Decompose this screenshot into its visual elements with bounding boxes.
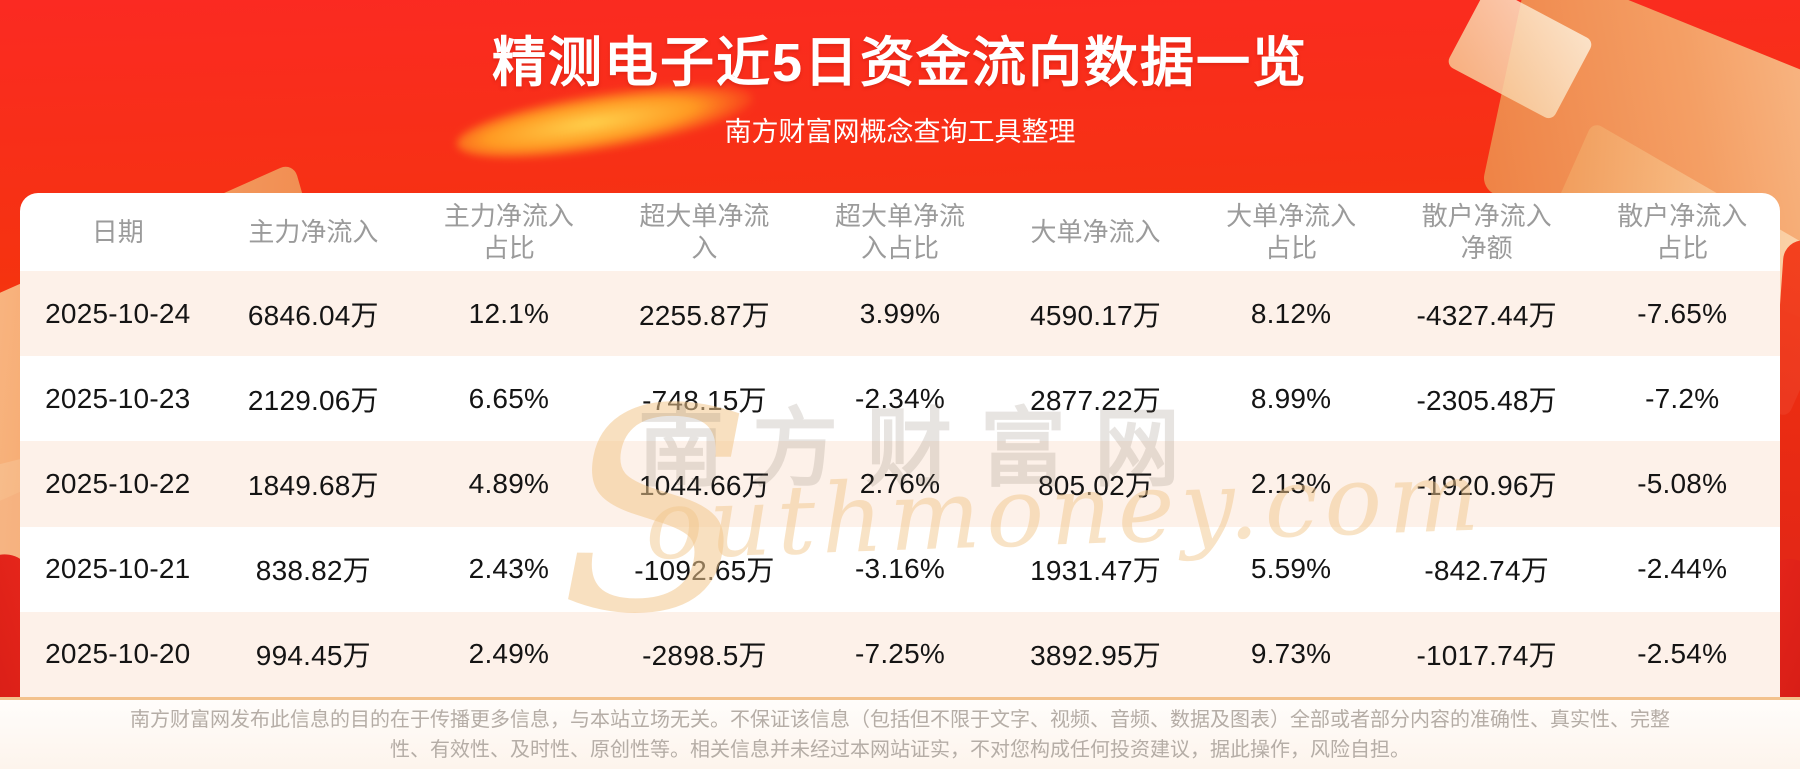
table-body: 2025-10-24 6846.04万 12.1% 2255.87万 3.99% 4590…: [20, 271, 1780, 697]
value-cell: 8.12%: [1250, 297, 1332, 329]
value-cell: -842.74万: [1424, 555, 1549, 587]
value-cell: 2129.06万: [247, 384, 379, 416]
value-cell: 3892.95万: [1030, 640, 1161, 672]
value-cell: -1017.74万: [1416, 640, 1557, 672]
value-cell: -7.65%: [1637, 297, 1728, 329]
banner: 精测电子近5日资金流向数据一览 南方财富网概念查询工具整理: [0, 0, 1800, 193]
value-cell: 838.82万: [255, 555, 371, 587]
page-title: 精测电子近5日资金流向数据一览: [491, 33, 1309, 93]
value-cell: -2305.48万: [1416, 384, 1557, 416]
date-cell: 2025-10-24: [45, 297, 191, 329]
column-header: 超大单净流入: [639, 200, 770, 264]
date-cell: 2025-10-21: [45, 553, 191, 585]
table-row: 2025-10-24 6846.04万 12.1% 2255.87万 3.99% 4590…: [20, 271, 1780, 357]
column-header: 日期: [91, 216, 144, 247]
column-header: 主力净流入占比: [443, 200, 574, 264]
value-cell: -2898.5万: [642, 640, 767, 672]
value-cell: 8.99%: [1250, 382, 1332, 414]
value-cell: -1920.96万: [1416, 470, 1557, 501]
value-cell: 1849.68万: [247, 470, 379, 501]
value-cell: -5.08%: [1637, 468, 1728, 499]
disclaimer-footer: 南方财富网发布此信息的目的在于传播更多信息，与本站立场无关。不保证该信息（包括但…: [0, 697, 1800, 769]
value-cell: -2.44%: [1637, 553, 1728, 585]
value-cell: -2.54%: [1637, 638, 1728, 670]
column-header: 大单净流入: [1030, 216, 1161, 247]
table-row: 2025-10-20 994.45万 2.49% -2898.5万 -7.25% 3892…: [20, 611, 1780, 697]
value-cell: 6846.04万: [247, 299, 379, 331]
value-cell: 6.65%: [468, 382, 550, 414]
column-header: 大单净流入占比: [1226, 200, 1357, 264]
value-cell: -748.15万: [642, 384, 767, 416]
table-row: 2025-10-22 1849.68万 4.89% 1044.66万 2.76% 805.…: [20, 441, 1780, 527]
value-cell: 5.59%: [1250, 553, 1332, 585]
value-cell: 2255.87万: [639, 299, 770, 331]
column-header: 散户净流入占比: [1617, 200, 1748, 264]
fund-flow-table-card: 日期 主力净流入 主力净流入占比 超大单净流入 超大单净流入占比 大单净流入 大单净流入占比…: [20, 193, 1780, 697]
value-cell: -7.2%: [1645, 382, 1720, 414]
value-cell: 3.99%: [859, 297, 941, 329]
value-cell: 2.43%: [468, 553, 550, 585]
page-subtitle: 南方财富网概念查询工具整理: [724, 117, 1076, 147]
value-cell: 1931.47万: [1030, 555, 1161, 587]
column-header: 超大单净流入占比: [834, 200, 965, 264]
value-cell: -3.16%: [855, 553, 945, 585]
column-header: 散户净流入净额: [1421, 200, 1552, 264]
value-cell: -1092.65万: [634, 555, 775, 587]
value-cell: 2.49%: [468, 638, 550, 670]
date-cell: 2025-10-20: [45, 638, 191, 670]
value-cell: 805.02万: [1038, 470, 1154, 501]
table-row: 2025-10-21 838.82万 2.43% -1092.65万 -3.16% 193…: [20, 526, 1780, 612]
date-cell: 2025-10-22: [45, 468, 191, 499]
value-cell: 12.1%: [468, 297, 550, 329]
value-cell: 4590.17万: [1030, 299, 1161, 331]
table-row: 2025-10-23 2129.06万 6.65% -748.15万 -2.34% 287…: [20, 356, 1780, 442]
value-cell: -7.25%: [855, 638, 945, 670]
value-cell: 994.45万: [255, 640, 371, 672]
value-cell: 4.89%: [468, 468, 550, 499]
table-header-row: 日期 主力净流入 主力净流入占比 超大单净流入 超大单净流入占比 大单净流入 大单净流入占比…: [20, 193, 1780, 271]
value-cell: 1044.66万: [639, 470, 770, 501]
column-header: 主力净流入: [248, 216, 379, 247]
disclaimer-text: 南方财富网发布此信息的目的在于传播更多信息，与本站立场无关。不保证该信息（包括但…: [130, 708, 1670, 761]
value-cell: 2.13%: [1250, 468, 1332, 499]
value-cell: 9.73%: [1250, 638, 1332, 670]
value-cell: -4327.44万: [1416, 299, 1557, 331]
date-cell: 2025-10-23: [45, 382, 191, 414]
value-cell: 2877.22万: [1030, 384, 1161, 416]
value-cell: -2.34%: [855, 382, 945, 414]
value-cell: 2.76%: [859, 468, 941, 499]
